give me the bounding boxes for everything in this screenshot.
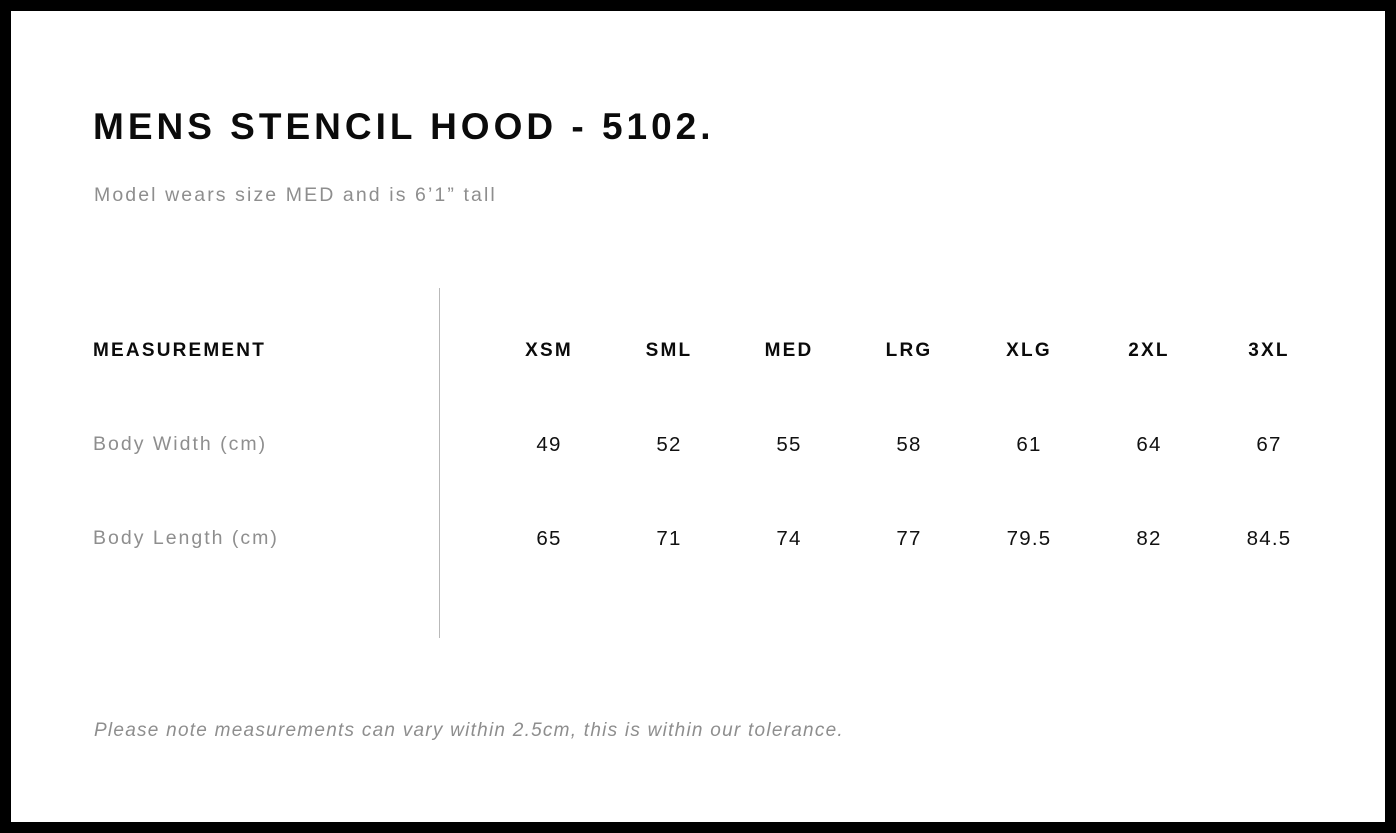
row-label-body-width: Body Width (cm) — [93, 433, 268, 455]
measurement-column-header: MEASUREMENT — [93, 340, 267, 361]
body-width-xlg: 61 — [1016, 433, 1042, 456]
row-values-body-width: 49 52 55 58 61 64 67 — [489, 433, 1329, 456]
body-width-med: 55 — [776, 433, 802, 456]
row-values-body-length: 65 71 74 77 79.5 82 84.5 — [489, 527, 1329, 550]
size-header-lrg: LRG — [885, 340, 933, 361]
size-chart-table: MEASUREMENT XSM SML MED LRG XLG 2XL 3XL … — [11, 341, 1385, 623]
body-length-lrg: 77 — [896, 527, 922, 550]
body-length-xsm: 65 — [536, 527, 562, 550]
size-header-cells: XSM SML MED LRG XLG 2XL 3XL — [489, 341, 1329, 360]
table-row: Body Length (cm) 65 71 74 77 79.5 82 84.… — [11, 527, 1385, 623]
model-info-subtitle: Model wears size MED and is 6’1” tall — [94, 184, 497, 206]
row-label-body-length: Body Length (cm) — [93, 527, 279, 549]
body-width-sml: 52 — [656, 433, 682, 456]
size-header-3xl: 3XL — [1248, 340, 1290, 361]
body-width-xsm: 49 — [536, 433, 562, 456]
body-width-2xl: 64 — [1136, 433, 1162, 456]
size-header-2xl: 2XL — [1128, 340, 1170, 361]
size-header-xlg: XLG — [1006, 340, 1052, 361]
body-length-2xl: 82 — [1136, 527, 1162, 550]
body-length-xlg: 79.5 — [1006, 527, 1052, 550]
vertical-divider — [439, 288, 440, 638]
body-length-3xl: 84.5 — [1246, 527, 1292, 550]
body-length-med: 74 — [776, 527, 802, 550]
table-header-row: MEASUREMENT XSM SML MED LRG XLG 2XL 3XL — [11, 341, 1385, 435]
size-header-sml: SML — [645, 340, 693, 361]
tolerance-footnote: Please note measurements can vary within… — [94, 720, 844, 741]
size-header-med: MED — [764, 340, 814, 361]
size-chart-sheet: MENS STENCIL HOOD - 5102. Model wears si… — [11, 11, 1385, 822]
body-width-3xl: 67 — [1256, 433, 1282, 456]
page-title: MENS STENCIL HOOD - 5102. — [93, 106, 715, 147]
body-length-sml: 71 — [656, 527, 682, 550]
size-header-xsm: XSM — [525, 340, 573, 361]
body-width-lrg: 58 — [896, 433, 922, 456]
table-row: Body Width (cm) 49 52 55 58 61 64 67 — [11, 433, 1385, 529]
